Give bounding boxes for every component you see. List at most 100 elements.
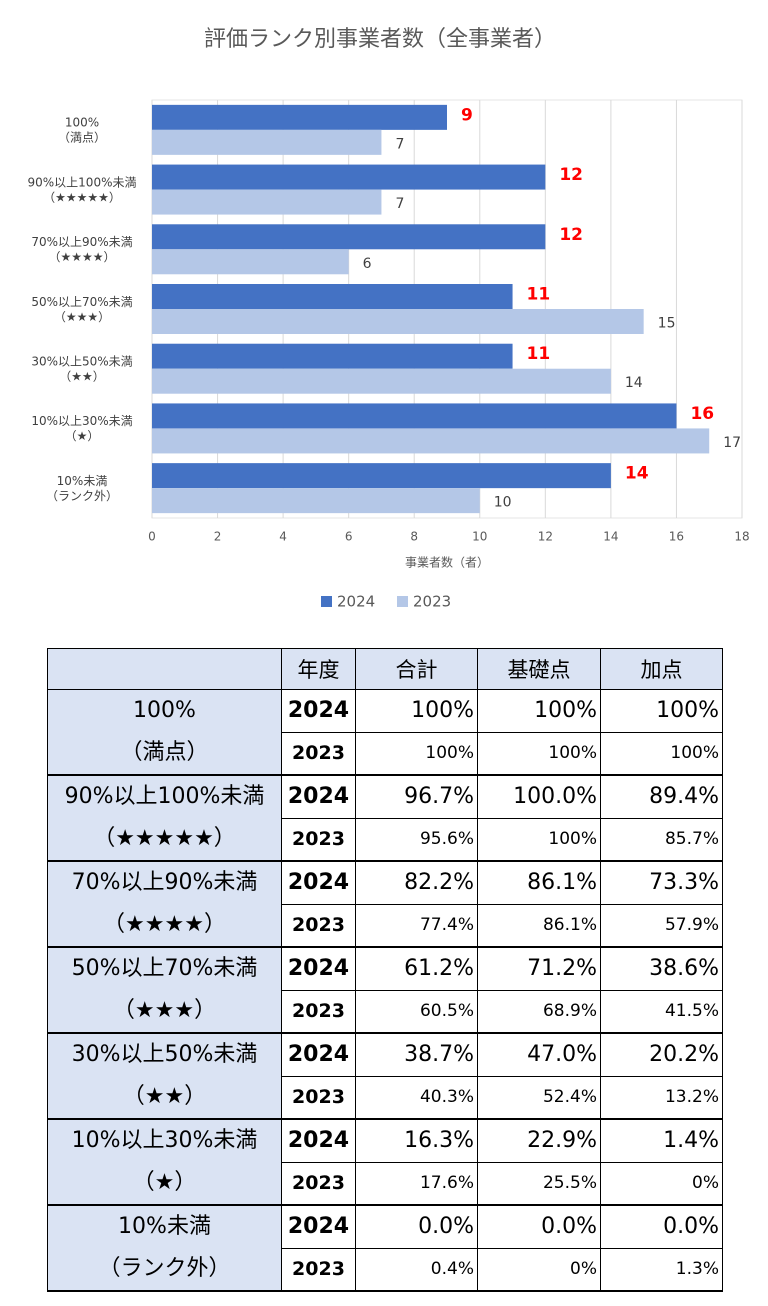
rank-label-line: 100% <box>133 698 196 723</box>
x-tick-label: 16 <box>669 530 684 544</box>
value-cell: 95.6% <box>355 817 478 862</box>
bar <box>152 463 611 489</box>
data-label: 17 <box>723 435 741 451</box>
value-cell: 100% <box>355 689 478 733</box>
rank-label-line: （★） <box>132 1170 197 1195</box>
year-cell: 2024 <box>281 1204 356 1249</box>
year-cell: 2024 <box>281 1032 356 1077</box>
value-cell: 100% <box>477 731 601 776</box>
bar <box>152 129 382 155</box>
value-cell: 100% <box>355 731 478 776</box>
value-cell: 40.3% <box>355 1075 478 1120</box>
data-label: 10 <box>494 495 512 511</box>
bar <box>152 164 546 190</box>
bar <box>152 284 513 309</box>
year-cell: 2023 <box>281 989 356 1034</box>
value-cell: 0% <box>477 1247 601 1292</box>
value-cell: 16.3% <box>355 1118 478 1163</box>
header-cell: 基礎点 <box>477 648 601 690</box>
table-row: 2023 100% 100% 100% <box>48 731 723 776</box>
header-cell: 年度 <box>281 648 356 690</box>
rank-label: 70%以上90%未満 （★★★★） <box>47 860 282 948</box>
table-row: 2023 95.6% 100% 85.7% <box>48 817 723 862</box>
x-tick-label: 2 <box>214 530 222 544</box>
value-cell: 77.4% <box>355 903 478 948</box>
y-tick-label: 70%以上90%未満（★★★★） <box>31 235 132 264</box>
year-cell: 2023 <box>281 903 356 948</box>
table-row: 2023 40.3% 52.4% 13.2% <box>48 1075 723 1120</box>
data-label: 11 <box>527 344 551 364</box>
y-tick-label: 50%以上70%未満（★★★） <box>31 294 132 323</box>
value-cell: 17.6% <box>355 1161 478 1206</box>
year-cell: 2023 <box>281 1075 356 1120</box>
table-row: 70%以上90%未満 （★★★★） 2024 82.2% 86.1% 73.3% <box>47 860 723 948</box>
value-cell: 13.2% <box>600 1075 723 1120</box>
rank-label-line: （満点） <box>120 740 209 765</box>
table-row: 10%未満 （ランク外） 2024 0.0% 0.0% 0.0% <box>47 1204 723 1292</box>
bar <box>152 189 382 215</box>
value-cell: 47.0% <box>477 1032 601 1077</box>
y-tick-label: 30%以上50%未満（★★） <box>31 354 132 383</box>
rank-label-line: （★★） <box>122 1084 207 1109</box>
year-cell: 2024 <box>281 860 356 905</box>
x-tick-label: 8 <box>410 530 418 544</box>
data-label: 15 <box>658 316 676 332</box>
bar <box>152 343 513 369</box>
rank-label-line: 10%以上30%未満 <box>71 1128 258 1153</box>
header-cell: 合計 <box>355 648 478 690</box>
x-tick-label: 4 <box>279 530 287 544</box>
value-cell: 1.4% <box>600 1118 723 1163</box>
value-cell: 0% <box>600 1161 723 1206</box>
rank-label-line: 30%以上50%未満 <box>71 1042 258 1067</box>
value-cell: 68.9% <box>477 989 601 1034</box>
table-row: 30%以上50%未満 （★★） 2024 38.7% 47.0% 20.2% <box>47 1032 723 1120</box>
value-cell: 38.6% <box>600 946 723 991</box>
y-tick-label: 10%以上30%未満（★） <box>31 414 132 443</box>
value-cell: 57.9% <box>600 903 723 948</box>
table-row: 2023 60.5% 68.9% 41.5% <box>48 989 723 1034</box>
data-label: 12 <box>559 225 583 245</box>
value-cell: 38.7% <box>355 1032 478 1077</box>
data-label: 12 <box>559 165 583 185</box>
y-tick-label: 100%（満点） <box>58 115 106 144</box>
table: 年度 合計 基礎点 加点 100% （満点） 2024 100% 100% 100% 2023 100… <box>47 648 723 1292</box>
header-cell: 加点 <box>600 648 723 690</box>
value-cell: 61.2% <box>355 946 478 991</box>
rank-label: 10%未満 （ランク外） <box>47 1204 282 1292</box>
rank-label: 10%以上30%未満 （★） <box>47 1118 282 1206</box>
bar <box>152 403 677 429</box>
value-cell: 100% <box>477 817 601 862</box>
table-row: 10%以上30%未満 （★） 2024 16.3% 22.9% 1.4% <box>47 1118 723 1206</box>
value-cell: 1.3% <box>600 1247 723 1292</box>
x-tick-label: 14 <box>603 530 618 544</box>
rank-label-line: （ランク外） <box>98 1256 231 1281</box>
value-cell: 100.0% <box>477 774 601 819</box>
bar <box>152 488 480 514</box>
value-cell: 85.7% <box>600 817 723 862</box>
value-cell: 0.0% <box>600 1204 723 1249</box>
data-label: 7 <box>395 136 404 152</box>
data-label: 16 <box>690 404 714 424</box>
year-cell: 2024 <box>281 1118 356 1163</box>
x-tick-label: 12 <box>538 530 553 544</box>
year-cell: 2023 <box>281 731 356 776</box>
year-cell: 2023 <box>281 1161 356 1206</box>
y-tick-label: 10%未満（ランク外） <box>46 473 118 502</box>
bar <box>152 309 644 334</box>
value-cell: 96.7% <box>355 774 478 819</box>
table-row: 90%以上100%未満 （★★★★★） 2024 96.7% 100.0% 89.4% <box>47 774 723 862</box>
chart-title: 評価ランク別事業者数（全事業者） <box>204 27 556 52</box>
header-row: 年度 合計 基礎点 加点 <box>47 648 723 690</box>
rank-label: 30%以上50%未満 （★★） <box>47 1032 282 1120</box>
rank-label: 90%以上100%未満 （★★★★★） <box>47 774 282 862</box>
data-label: 6 <box>363 256 372 272</box>
value-cell: 41.5% <box>600 989 723 1034</box>
value-cell: 52.4% <box>477 1075 601 1120</box>
rank-label-line: 10%未満 <box>118 1214 211 1239</box>
value-cell: 0.0% <box>355 1204 478 1249</box>
year-cell: 2024 <box>281 689 356 733</box>
value-cell: 82.2% <box>355 860 478 905</box>
rank-label: 50%以上70%未満 （★★★） <box>47 946 282 1034</box>
table-row: 2023 0.4% 0% 1.3% <box>48 1247 723 1292</box>
